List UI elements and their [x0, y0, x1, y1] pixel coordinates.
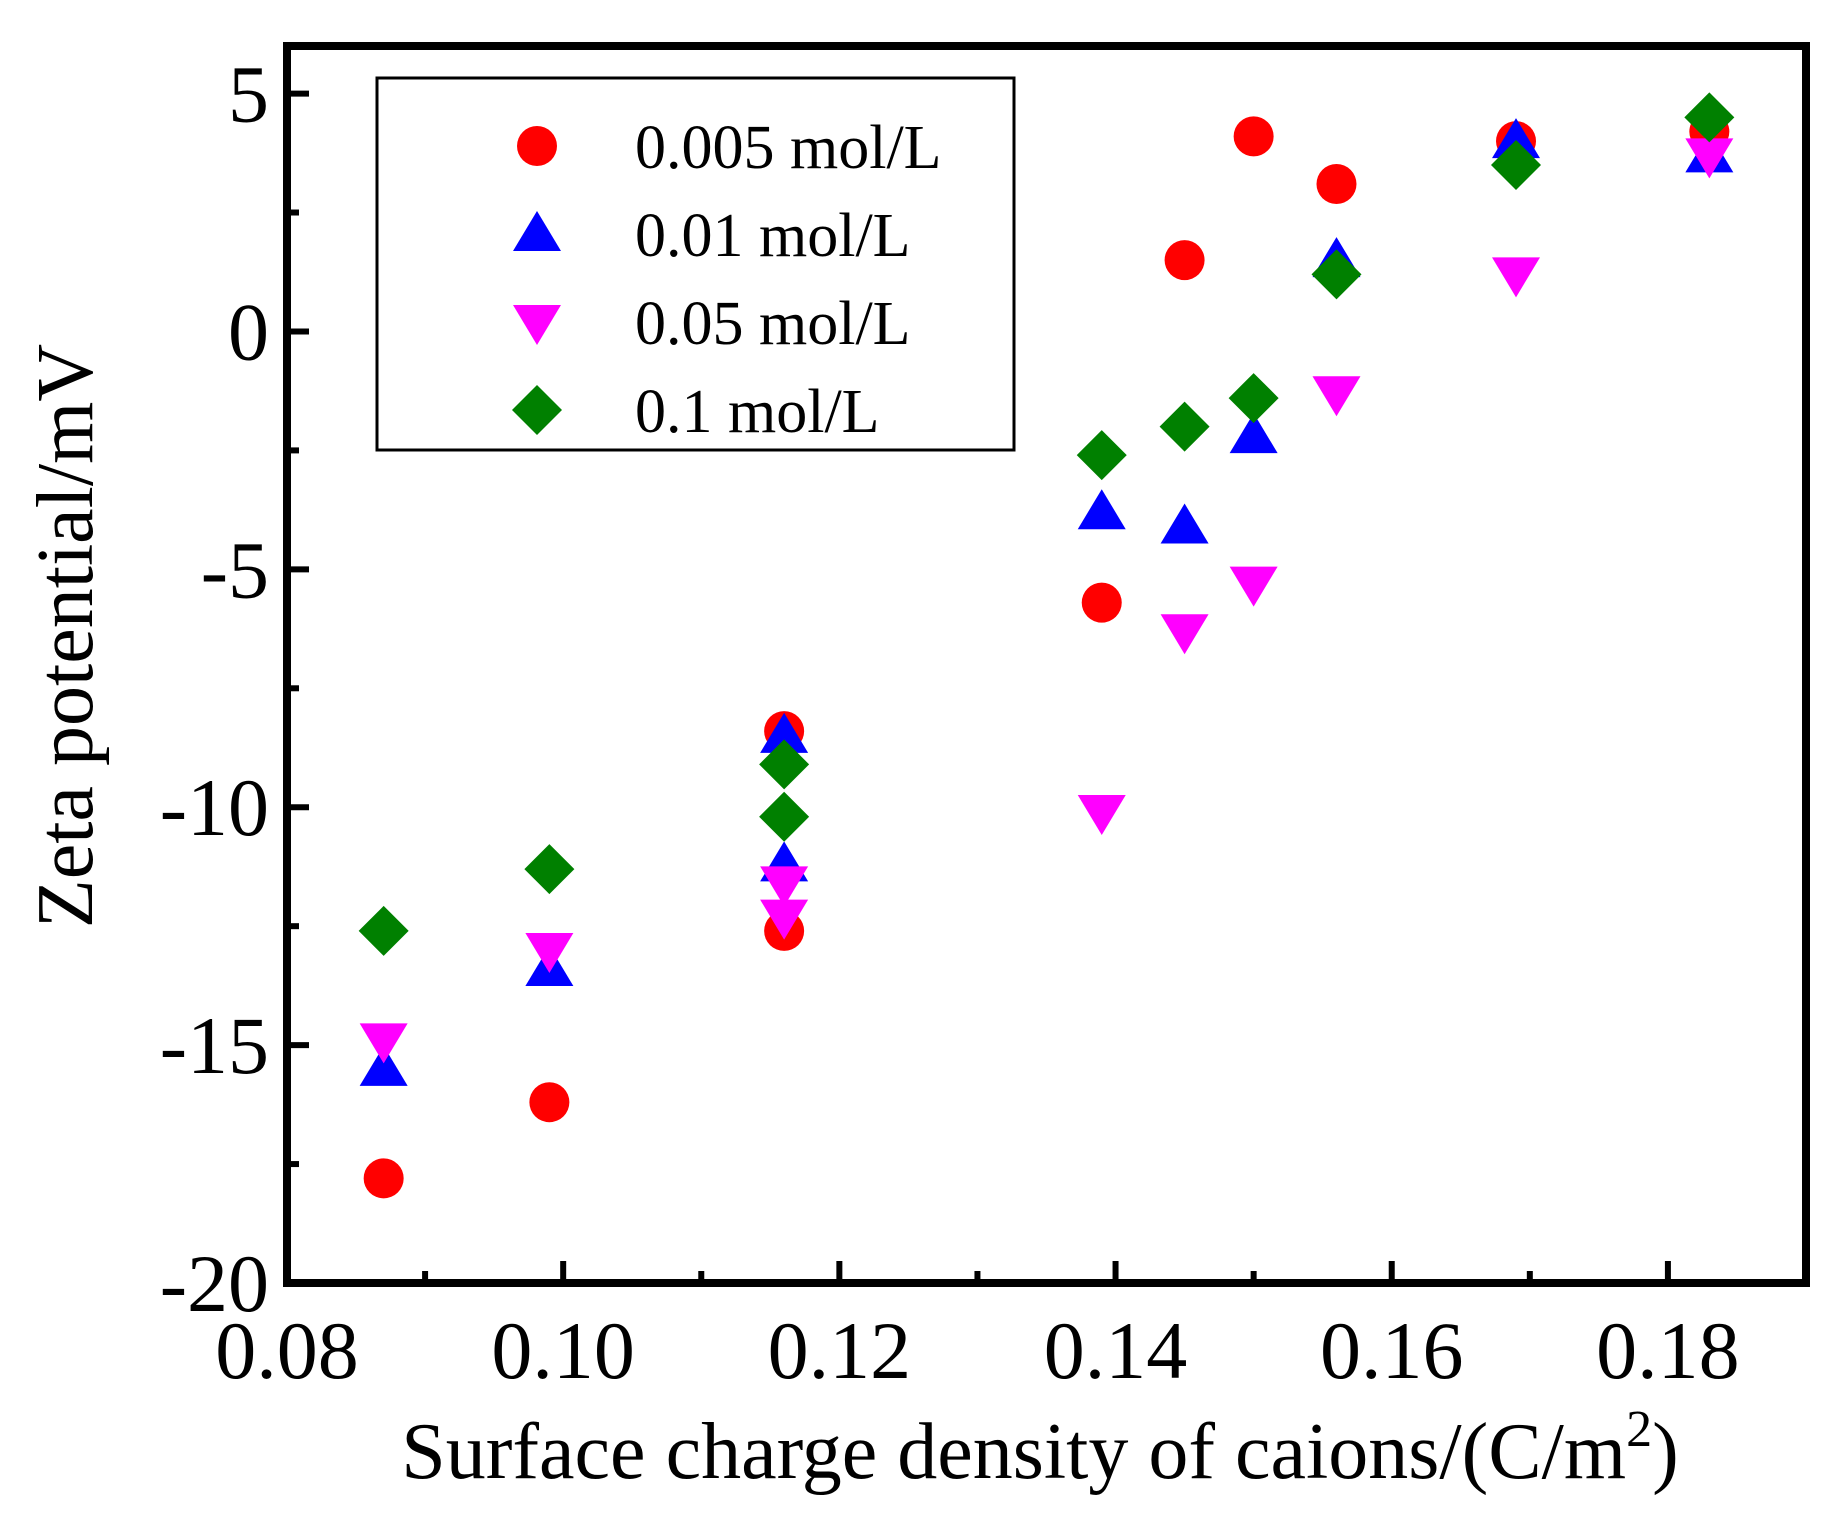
marks-layer	[358, 92, 1735, 1199]
x-tick-label: 0.10	[491, 1305, 635, 1396]
series-3	[359, 138, 1734, 1064]
data-point-triangle-down	[1077, 794, 1126, 835]
y-tick-label: -10	[160, 762, 269, 853]
data-point-circle	[1233, 116, 1274, 157]
legend: 0.005 mol/L 0.01 mol/L 0.05 mol/L 0.1 mol/L	[375, 76, 1016, 452]
x-tick-label: 0.08	[215, 1305, 359, 1396]
data-point-diamond	[1076, 430, 1127, 481]
x-tick-label: 0.18	[1596, 1305, 1740, 1396]
data-point-triangle-down	[525, 932, 574, 973]
legend-marker-circle	[517, 126, 557, 166]
data-point-diamond	[1684, 92, 1735, 143]
legend-label: 0.1 mol/L	[635, 378, 880, 446]
legend-item: 0.05 mol/L	[513, 290, 911, 358]
x-axis-title: Surface charge density of caions/(C/m2)	[401, 1401, 1678, 1496]
series-4	[358, 92, 1735, 956]
plot-frame	[283, 42, 1810, 1287]
data-point-circle	[363, 1158, 404, 1199]
y-tick-label: -5	[201, 524, 269, 615]
data-point-diamond	[1311, 249, 1362, 300]
data-point-diamond	[524, 844, 575, 895]
data-point-triangle-down	[1492, 257, 1541, 298]
data-point-diamond	[1228, 373, 1279, 424]
legend-marker-triangle-up	[513, 211, 561, 251]
x-tick-label: 0.12	[768, 1305, 912, 1396]
x-tick-label: 0.16	[1320, 1305, 1464, 1396]
legend-label: 0.05 mol/L	[635, 290, 911, 358]
data-point-triangle-down	[1160, 614, 1209, 655]
x-axis-title-end: )	[1652, 1408, 1679, 1496]
x-axis-title-main: Surface charge density of caions/(C/m	[401, 1408, 1626, 1496]
y-tick-label: 5	[228, 49, 269, 140]
data-point-circle	[1316, 163, 1357, 204]
data-point-triangle-down	[1229, 566, 1278, 607]
y-axis-title: Zeta potential/mV	[22, 344, 110, 928]
x-tick-label: 0.14	[1044, 1305, 1188, 1396]
data-point-diamond	[759, 791, 810, 842]
data-point-triangle-up	[1160, 503, 1209, 544]
data-point-circle	[1164, 240, 1205, 281]
data-point-triangle-up	[760, 712, 809, 753]
data-point-triangle-down	[1312, 376, 1361, 417]
axes-layer: 0.08 0.10 0.12 0.14 0.16 0.18 -20 -15 -10 -5 0 5	[160, 42, 1810, 1396]
legend-item: 0.01 mol/L	[513, 202, 911, 270]
data-point-triangle-down	[359, 1023, 408, 1064]
y-tick-label: -20	[160, 1238, 269, 1329]
y-tick-label: -15	[160, 1000, 269, 1091]
data-point-triangle-up	[359, 1045, 408, 1086]
data-point-circle	[1081, 582, 1122, 623]
data-point-triangle-up	[1492, 118, 1541, 159]
legend-marker-triangle-down	[513, 305, 561, 345]
data-point-diamond	[1491, 139, 1542, 190]
data-point-triangle-up	[1229, 413, 1278, 454]
data-point-diamond	[1159, 401, 1210, 452]
legend-label: 0.01 mol/L	[635, 202, 911, 270]
legend-box	[375, 76, 1016, 452]
x-axis-title-superscript: 2	[1626, 1401, 1652, 1458]
data-point-circle	[529, 1082, 570, 1123]
data-point-triangle-up	[1077, 489, 1126, 530]
data-point-triangle-down	[760, 899, 809, 940]
legend-item: 0.1 mol/L	[512, 378, 880, 446]
data-point-diamond	[759, 739, 810, 790]
legend-marker-diamond	[512, 385, 562, 435]
data-point-triangle-down	[1685, 138, 1734, 179]
data-point-triangle-down	[760, 866, 809, 907]
legend-item: 0.005 mol/L	[517, 114, 942, 182]
legend-label: 0.005 mol/L	[635, 114, 942, 182]
y-tick-label: 0	[228, 286, 269, 377]
data-point-diamond	[358, 905, 409, 956]
